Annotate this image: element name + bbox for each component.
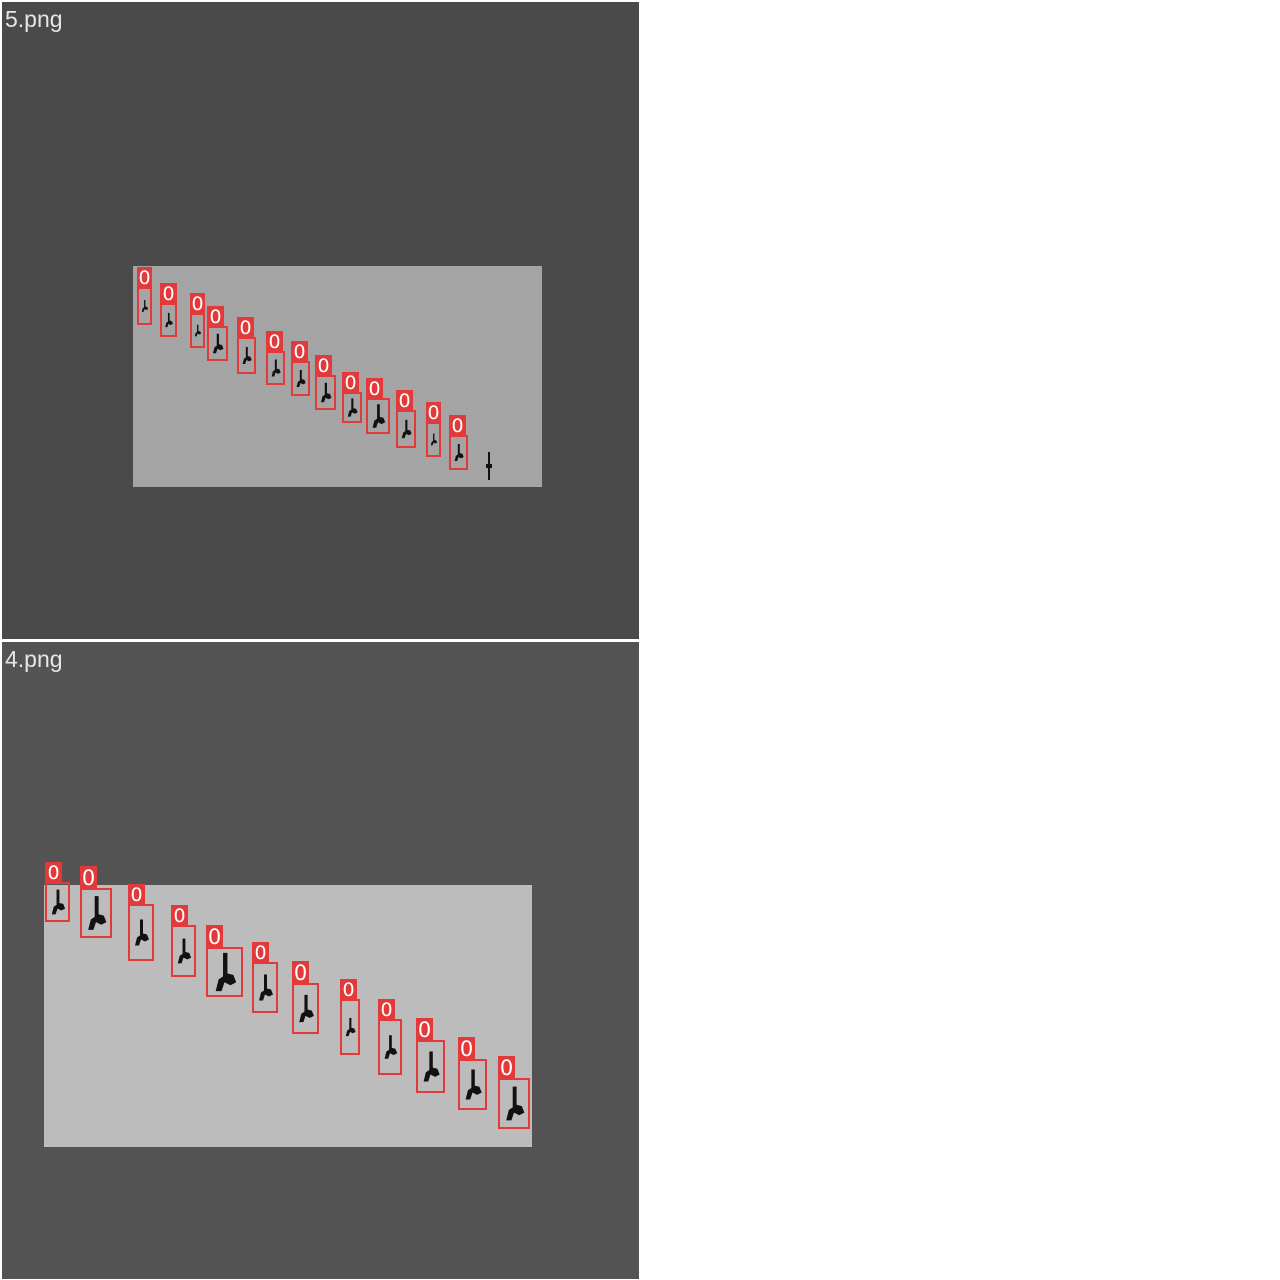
handgun-icon bbox=[454, 444, 464, 461]
detection[interactable]: 0 bbox=[378, 999, 402, 1075]
bounding-box bbox=[206, 947, 243, 997]
class-label-tag: 0 bbox=[237, 317, 254, 339]
detection[interactable]: 0 bbox=[292, 961, 319, 1034]
detection[interactable]: 0 bbox=[207, 306, 228, 361]
class-label-tag: 0 bbox=[396, 390, 413, 412]
handgun-icon bbox=[194, 324, 202, 337]
image-filename: 4.png bbox=[5, 646, 63, 672]
handgun-icon bbox=[271, 359, 281, 377]
class-label-tag: 0 bbox=[315, 355, 332, 377]
detection[interactable]: 0 bbox=[80, 866, 112, 938]
class-label-tag: 0 bbox=[160, 283, 177, 305]
class-label-tag: 0 bbox=[342, 372, 359, 394]
detection[interactable]: 0 bbox=[137, 267, 152, 325]
handgun-icon bbox=[51, 889, 66, 915]
class-label-tag: 0 bbox=[426, 402, 441, 424]
handgun-icon bbox=[423, 1051, 440, 1082]
handgun-icon bbox=[372, 404, 386, 428]
handgun-icon bbox=[384, 1035, 398, 1059]
class-label-tag: 0 bbox=[137, 267, 152, 289]
class-label-tag: 0 bbox=[366, 378, 383, 400]
class-label-tag: 0 bbox=[207, 306, 224, 328]
detection[interactable]: 0 bbox=[449, 415, 468, 470]
class-label-tag: 0 bbox=[128, 884, 145, 906]
handgun-icon bbox=[177, 938, 192, 964]
detection[interactable]: 0 bbox=[396, 390, 416, 448]
class-label-tag: 0 bbox=[206, 925, 223, 949]
handgun-icon bbox=[430, 433, 438, 446]
detection[interactable]: 0 bbox=[266, 331, 285, 385]
handgun-icon bbox=[242, 347, 252, 364]
detection[interactable]: 0 bbox=[366, 378, 390, 434]
class-label-tag: 0 bbox=[45, 862, 62, 884]
class-label-tag: 0 bbox=[266, 331, 283, 353]
class-label-tag: 0 bbox=[80, 866, 97, 890]
handgun-icon bbox=[296, 370, 306, 387]
class-label-tag: 0 bbox=[378, 999, 395, 1021]
handgun-icon bbox=[465, 1069, 482, 1100]
handgun-icon bbox=[347, 398, 358, 417]
detection[interactable]: 0 bbox=[342, 372, 362, 423]
detection[interactable]: 0 bbox=[315, 355, 336, 410]
handgun-icon bbox=[215, 952, 237, 992]
handgun-icon bbox=[401, 419, 412, 439]
class-label-tag: 0 bbox=[292, 961, 309, 985]
class-label-tag: 0 bbox=[416, 1018, 433, 1042]
handgun-icon bbox=[506, 1086, 525, 1121]
class-label-tag: 0 bbox=[171, 905, 188, 927]
detection[interactable]: 0 bbox=[206, 925, 243, 997]
detection[interactable]: 0 bbox=[458, 1037, 487, 1110]
detection[interactable]: 0 bbox=[426, 402, 441, 457]
undetected-handgun-icon bbox=[486, 452, 492, 480]
photo-region bbox=[44, 885, 532, 1147]
image-filename: 5.png bbox=[5, 6, 63, 32]
detection[interactable]: 0 bbox=[291, 341, 310, 396]
handgun-icon bbox=[165, 312, 173, 328]
detection[interactable]: 0 bbox=[340, 979, 360, 1055]
class-label-tag: 0 bbox=[449, 415, 466, 437]
class-label-tag: 0 bbox=[340, 979, 357, 1001]
class-label-tag: 0 bbox=[498, 1056, 515, 1080]
handgun-icon bbox=[345, 1017, 356, 1037]
handgun-icon bbox=[259, 974, 273, 1001]
handgun-icon bbox=[213, 333, 224, 354]
handgun-icon bbox=[135, 919, 149, 946]
class-label-tag: 0 bbox=[458, 1037, 475, 1061]
detection[interactable]: 0 bbox=[237, 317, 256, 374]
class-label-tag: 0 bbox=[252, 942, 269, 964]
detection[interactable]: 0 bbox=[190, 293, 205, 348]
detection[interactable]: 0 bbox=[171, 905, 196, 977]
handgun-icon bbox=[141, 300, 149, 312]
class-label-tag: 0 bbox=[190, 293, 205, 315]
detection[interactable]: 0 bbox=[45, 862, 70, 922]
class-label-tag: 0 bbox=[291, 341, 308, 363]
handgun-icon bbox=[88, 896, 107, 930]
handgun-icon bbox=[321, 382, 332, 403]
detection[interactable]: 0 bbox=[160, 283, 177, 337]
detection[interactable]: 0 bbox=[416, 1018, 445, 1093]
detection[interactable]: 0 bbox=[128, 884, 154, 961]
detection[interactable]: 0 bbox=[252, 942, 278, 1013]
detection[interactable]: 0 bbox=[498, 1056, 530, 1129]
handgun-icon bbox=[299, 994, 314, 1023]
